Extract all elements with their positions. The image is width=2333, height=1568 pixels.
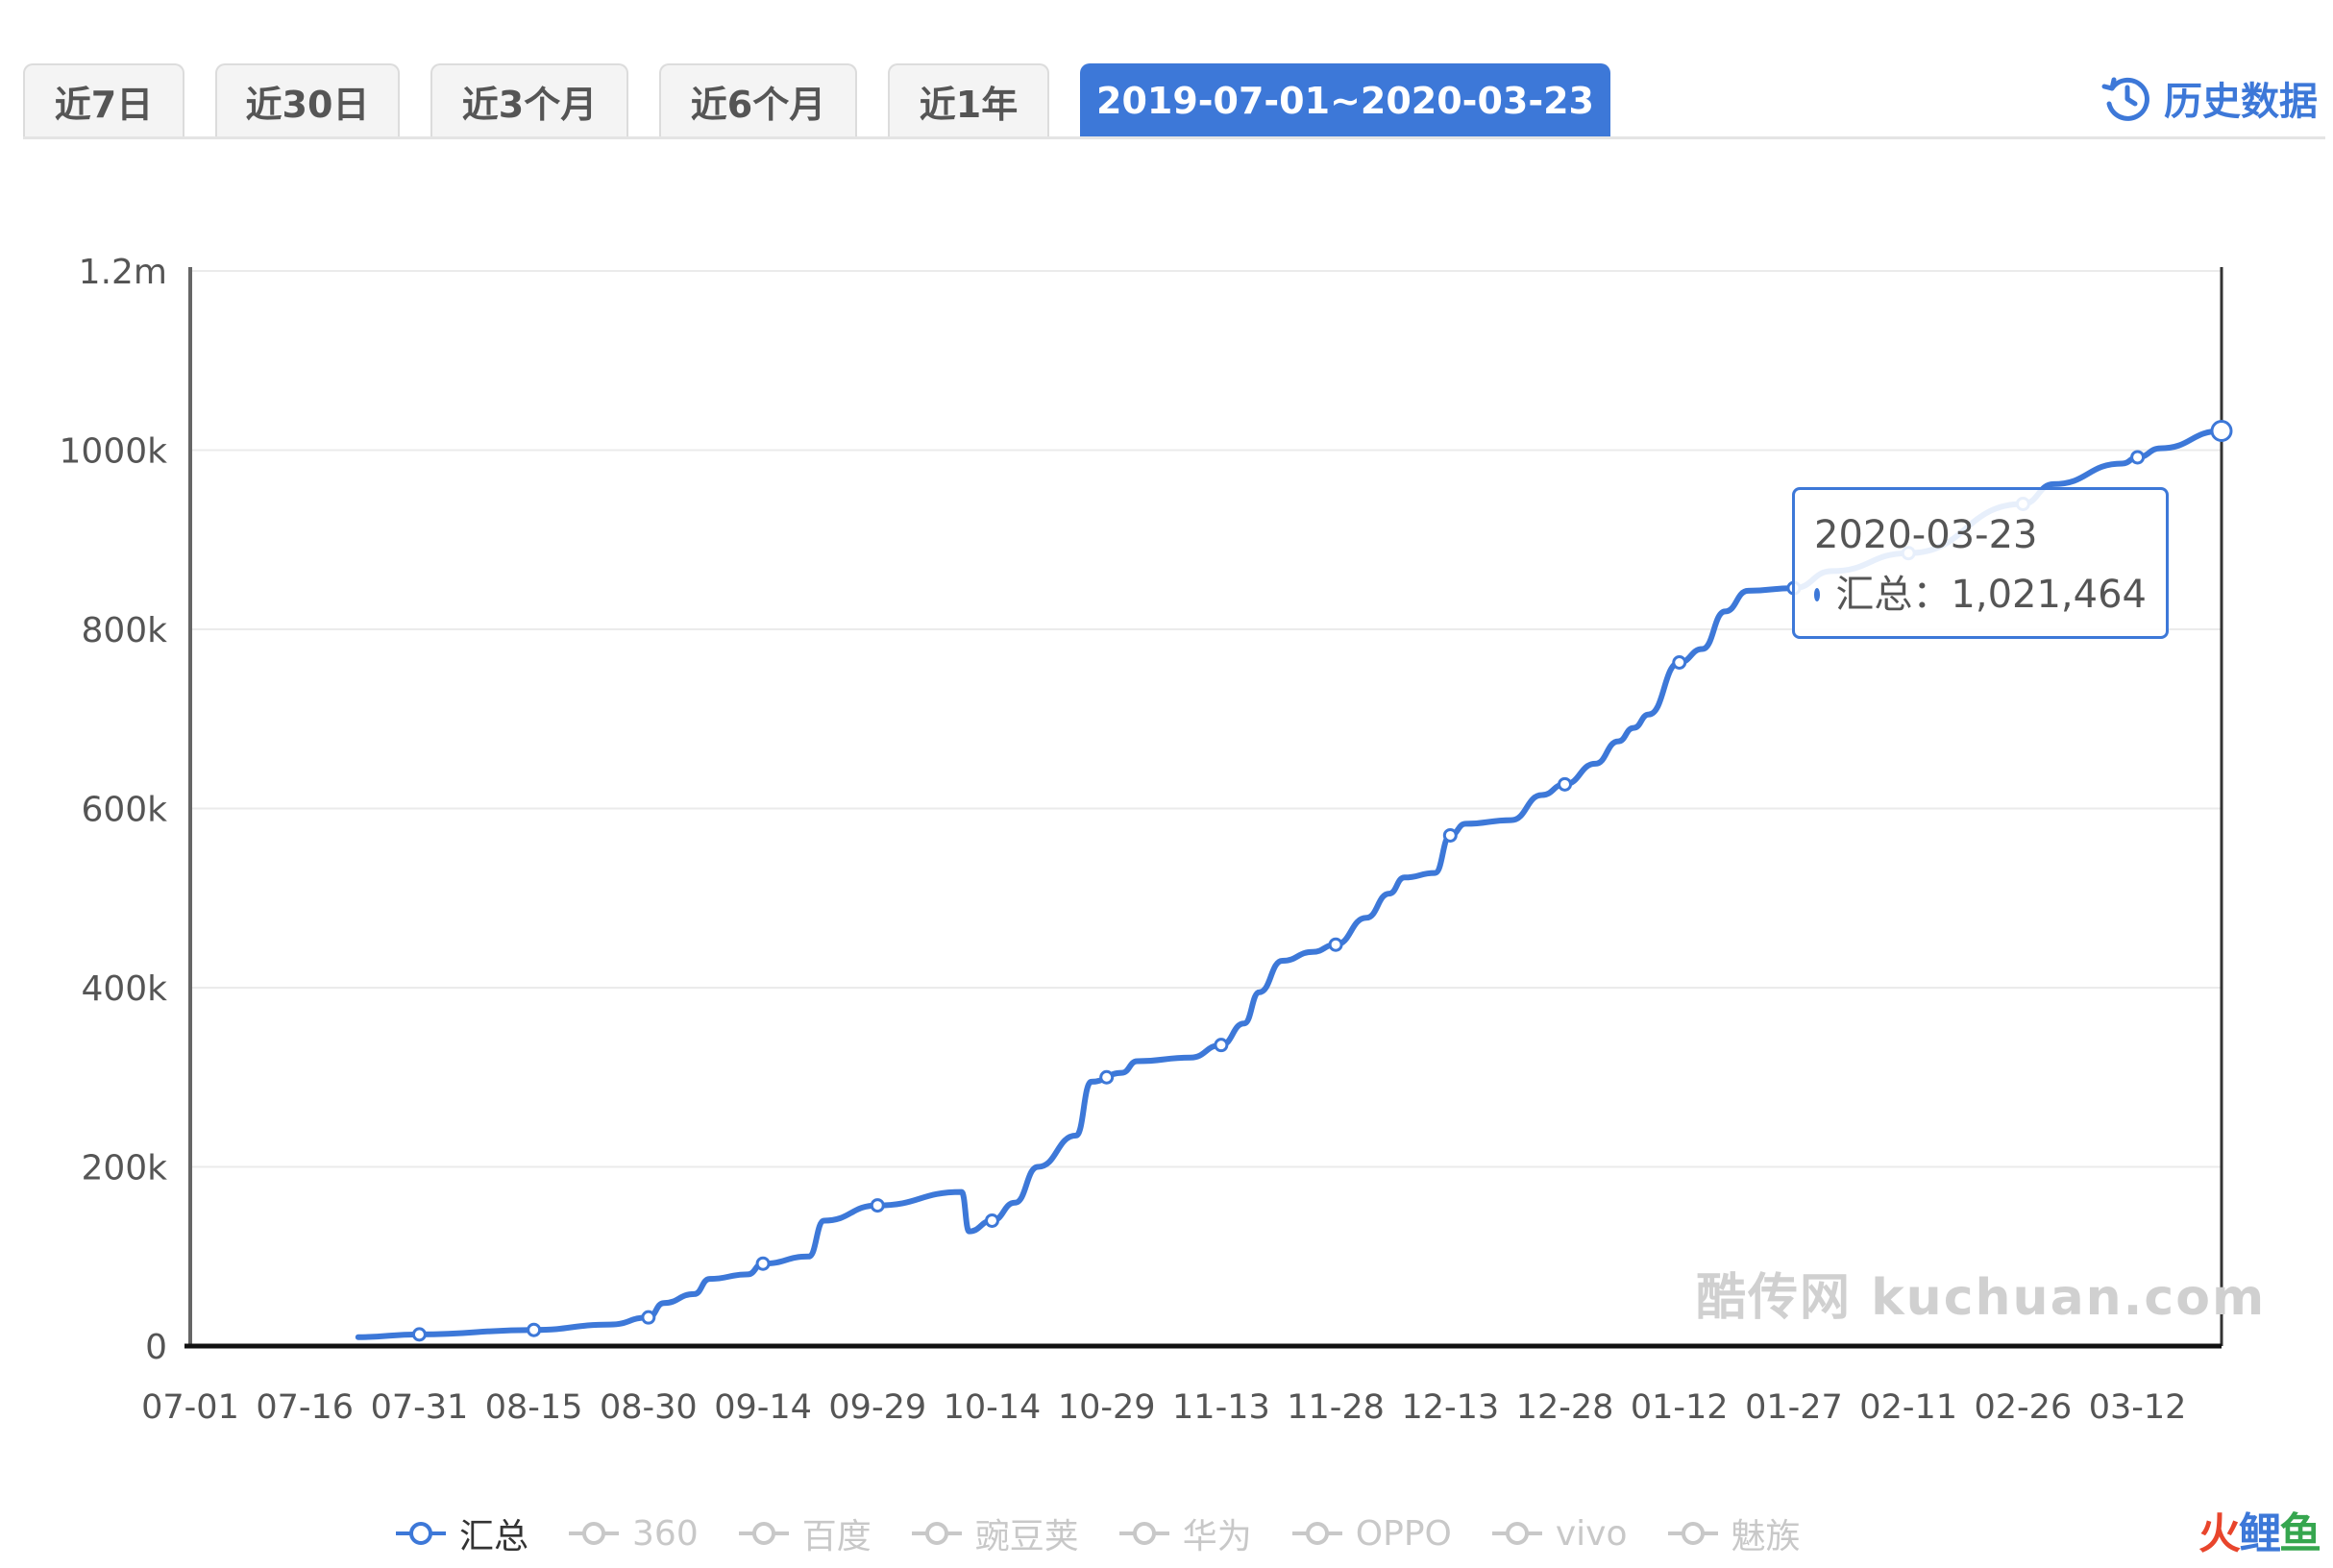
series-point [641, 1310, 656, 1325]
legend-label: 豌豆荚 [974, 1517, 1079, 1556]
legend-line-icon [1291, 1522, 1342, 1545]
x-tick-label: 02-11 [1859, 1388, 1957, 1427]
x-tick-label: 10-14 [944, 1388, 1042, 1427]
x-tick-label: 12-28 [1516, 1388, 1614, 1427]
legend-label: OPPO [1355, 1513, 1452, 1554]
watermark: 酷传网 kuchuan.com [1696, 1269, 2267, 1327]
legend-line-icon [1491, 1522, 1542, 1545]
history-icon [2101, 77, 2149, 121]
y-tick-label: 200k [81, 1149, 167, 1188]
series-point [1099, 1069, 1115, 1085]
legend-label: 360 [632, 1513, 699, 1554]
tab-30-days[interactable]: 近30日 [215, 63, 400, 136]
y-tick-label: 0 [145, 1328, 167, 1367]
y-tick-label: 1000k [60, 432, 168, 472]
legend-line-icon [738, 1522, 789, 1545]
series-point [1672, 655, 1687, 671]
legend-marker [1132, 1522, 1156, 1545]
x-axis: 07-01 07-16 07-31 08-15 08-30 09-14 09-29 10-14… [141, 1343, 2222, 1427]
x-tick-label: 11-13 [1172, 1388, 1270, 1427]
legend-label: vivo [1555, 1513, 1628, 1554]
y-tick-label: 1.2m [79, 253, 167, 292]
x-tick-label: 10-29 [1058, 1388, 1156, 1427]
legend-item[interactable]: vivo [1490, 1514, 1628, 1554]
x-tick-label: 07-01 [141, 1388, 239, 1427]
legend-item[interactable]: 百度 [737, 1508, 872, 1558]
legend-item[interactable]: 汇总 [394, 1508, 528, 1558]
tab-3-months[interactable]: 近3个月 [430, 63, 628, 136]
y-axis: 0 200k 400k 600k 800k 1000k 1.2m [60, 253, 2223, 1367]
tab-1-year[interactable]: 近1年 [888, 63, 1049, 136]
legend-line-icon [911, 1522, 962, 1545]
x-tick-label: 07-31 [371, 1388, 469, 1427]
grid-lines [190, 270, 2222, 1168]
tooltip-value: 1,021,464 [1951, 573, 2147, 617]
series-point [2130, 450, 2146, 465]
legend-line-icon [1118, 1522, 1169, 1545]
date-range-tabs: 近7日 近30日 近3个月 近6个月 近1年 2019-07-01~2020-0… [23, 63, 2325, 139]
tab-7-days[interactable]: 近7日 [23, 63, 184, 136]
y-tick-label: 600k [81, 791, 167, 830]
x-tick-label: 09-29 [828, 1388, 926, 1427]
legend-line-icon [1667, 1522, 1718, 1545]
history-data-button[interactable]: 历史数据 [2100, 69, 2318, 127]
legend-marker [1681, 1522, 1705, 1545]
tab-custom-range[interactable]: 2019-07-01~2020-03-23 [1080, 63, 1610, 136]
x-tick-label: 03-12 [2089, 1388, 2187, 1427]
series-point [1214, 1038, 1229, 1053]
tooltip-series-dot [1814, 588, 1821, 601]
tooltip-date: 2020-03-23 [1814, 513, 2038, 557]
legend-line-icon [396, 1522, 446, 1545]
legend-marker [1505, 1522, 1529, 1545]
series-point-highlight [2210, 419, 2233, 442]
x-tick-label: 08-15 [485, 1388, 583, 1427]
x-tick-label: 09-14 [714, 1388, 812, 1427]
legend-marker [409, 1522, 432, 1545]
series-point [1558, 776, 1573, 792]
legend-marker [751, 1522, 775, 1545]
legend-marker [582, 1522, 606, 1545]
x-tick-label: 07-16 [256, 1388, 354, 1427]
legend-item[interactable]: OPPO [1290, 1514, 1452, 1554]
x-tick-label: 08-30 [600, 1388, 698, 1427]
legend-item[interactable]: 华为 [1117, 1508, 1252, 1558]
y-tick-label: 800k [81, 611, 167, 650]
x-tick-label: 01-27 [1745, 1388, 1843, 1427]
x-tick-label: 12-13 [1401, 1388, 1499, 1427]
tooltip-series-name: 汇总 [1835, 573, 1913, 617]
tab-6-months[interactable]: 近6个月 [659, 63, 857, 136]
tooltip-separator: ： [1912, 573, 1952, 617]
x-tick-label: 02-26 [1975, 1388, 2073, 1427]
logo-char-3: 鱼 [2279, 1509, 2321, 1558]
series-point [411, 1327, 427, 1342]
logo-char-2: 鲤 [2239, 1509, 2281, 1558]
legend-marker [1305, 1522, 1329, 1545]
legend-item[interactable]: 360 [567, 1514, 699, 1554]
legend-line-icon [569, 1522, 620, 1545]
series-point [870, 1198, 885, 1213]
series-point [527, 1322, 542, 1337]
y-tick-label: 400k [81, 969, 167, 1009]
tooltip-row: 汇总 ： 1,021,464 [1814, 565, 2147, 625]
legend-item[interactable]: 豌豆荚 [910, 1508, 1079, 1558]
legend-item[interactable]: 魅族 [1666, 1508, 1801, 1558]
chart-tooltip: 2020-03-23 汇总 ： 1,021,464 [1792, 487, 2169, 639]
brand-logo: 火鲤鱼 [2198, 1499, 2321, 1560]
legend-label: 华为 [1182, 1517, 1252, 1556]
chart-legend: 汇总 360 百度 豌豆荚 华为 OPPO vivo 魅族 [394, 1505, 1801, 1562]
logo-char-1: 火 [2198, 1509, 2241, 1558]
legend-label: 汇总 [459, 1517, 529, 1556]
series-point [984, 1213, 999, 1228]
series-point [1442, 827, 1458, 843]
x-tick-label: 01-12 [1631, 1388, 1729, 1427]
history-label: 历史数据 [2164, 80, 2318, 124]
series-point [1328, 937, 1343, 952]
legend-label: 魅族 [1731, 1517, 1801, 1556]
legend-marker [924, 1522, 948, 1545]
x-tick-label: 11-28 [1287, 1388, 1385, 1427]
legend-label: 百度 [801, 1517, 872, 1556]
series-point [755, 1256, 771, 1271]
